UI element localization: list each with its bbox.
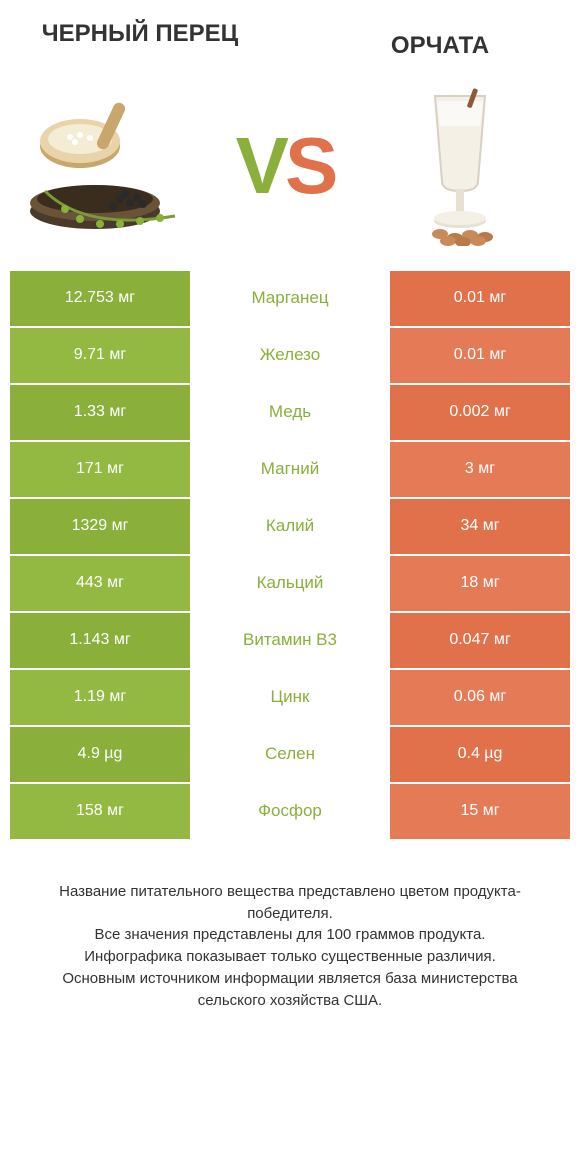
cell-left: 12.753 мг [10,271,190,326]
table-row: 443 мгКальций18 мг [10,556,570,611]
footer: Название питательного вещества представл… [0,841,580,1012]
cell-left: 9.71 мг [10,328,190,383]
cell-nutrient: Магний [190,442,390,497]
cell-left: 1329 мг [10,499,190,554]
cell-right: 0.01 мг [390,271,570,326]
cell-nutrient: Цинк [190,670,390,725]
pepper-image [20,91,200,241]
footer-line-4: Основным источником информации является … [30,968,550,1012]
cell-nutrient: Железо [190,328,390,383]
cell-nutrient: Фосфор [190,784,390,839]
table-row: 1329 мгКалий34 мг [10,499,570,554]
title-right: ОРЧАТА [340,20,540,61]
table-row: 1.33 мгМедь0.002 мг [10,385,570,440]
table-row: 12.753 мгМарганец0.01 мг [10,271,570,326]
cell-nutrient: Витамин B3 [190,613,390,668]
cell-right: 34 мг [390,499,570,554]
cell-nutrient: Кальций [190,556,390,611]
table-row: 1.19 мгЦинк0.06 мг [10,670,570,725]
cell-left: 158 мг [10,784,190,839]
cell-right: 0.002 мг [390,385,570,440]
comparison-table: 12.753 мгМарганец0.01 мг9.71 мгЖелезо0.0… [0,271,580,839]
horchata-icon [400,86,520,246]
cell-left: 1.19 мг [10,670,190,725]
vs-label: VS [236,120,335,212]
cell-right: 3 мг [390,442,570,497]
cell-right: 0.047 мг [390,613,570,668]
cell-nutrient: Селен [190,727,390,782]
hero-row: VS [0,61,580,271]
table-row: 158 мгФосфор15 мг [10,784,570,839]
footer-line-2: Все значения представлены для 100 граммо… [30,924,550,946]
table-row: 171 мгМагний3 мг [10,442,570,497]
cell-left: 4.9 µg [10,727,190,782]
cell-right: 18 мг [390,556,570,611]
footer-line-3: Инфографика показывает только существенн… [30,946,550,968]
cell-right: 15 мг [390,784,570,839]
table-row: 4.9 µgСелен0.4 µg [10,727,570,782]
footer-line-1: Название питательного вещества представл… [30,881,550,925]
pepper-icon [25,91,195,241]
cell-nutrient: Калий [190,499,390,554]
horchata-image [370,91,550,241]
table-row: 1.143 мгВитамин B30.047 мг [10,613,570,668]
cell-right: 0.06 мг [390,670,570,725]
vs-s: S [285,121,334,210]
cell-left: 1.33 мг [10,385,190,440]
cell-left: 443 мг [10,556,190,611]
cell-left: 1.143 мг [10,613,190,668]
cell-nutrient: Марганец [190,271,390,326]
cell-left: 171 мг [10,442,190,497]
vs-v: V [236,121,285,210]
cell-nutrient: Медь [190,385,390,440]
header: ЧЕРНЫЙ ПЕРЕЦ ОРЧАТА [0,0,580,61]
cell-right: 0.4 µg [390,727,570,782]
cell-right: 0.01 мг [390,328,570,383]
table-row: 9.71 мгЖелезо0.01 мг [10,328,570,383]
title-left: ЧЕРНЫЙ ПЕРЕЦ [40,20,240,49]
